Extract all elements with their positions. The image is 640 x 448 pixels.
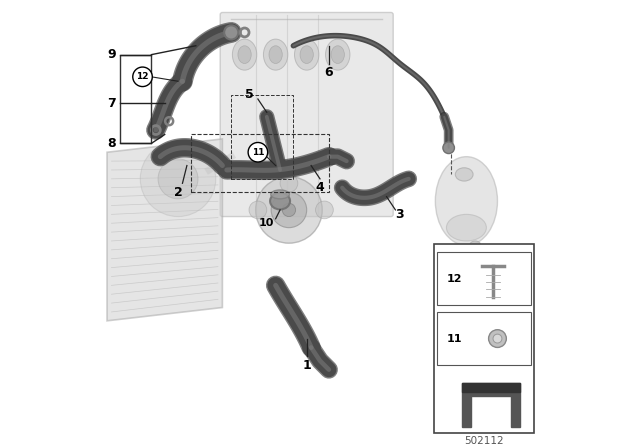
- FancyBboxPatch shape: [434, 244, 534, 433]
- Circle shape: [249, 201, 267, 219]
- Circle shape: [255, 177, 322, 243]
- Polygon shape: [462, 383, 520, 427]
- Ellipse shape: [264, 39, 288, 70]
- Text: 9: 9: [107, 48, 116, 61]
- Ellipse shape: [270, 193, 290, 210]
- Circle shape: [316, 201, 333, 219]
- Text: 3: 3: [396, 208, 404, 221]
- Ellipse shape: [271, 190, 289, 199]
- Circle shape: [280, 174, 298, 192]
- Text: 4: 4: [316, 181, 324, 194]
- Circle shape: [282, 203, 296, 216]
- Ellipse shape: [470, 241, 481, 250]
- Circle shape: [443, 142, 454, 154]
- Ellipse shape: [238, 46, 252, 64]
- FancyBboxPatch shape: [437, 252, 531, 306]
- Ellipse shape: [326, 39, 350, 70]
- Polygon shape: [107, 139, 222, 321]
- Ellipse shape: [232, 39, 257, 70]
- Text: 2: 2: [173, 185, 182, 198]
- Text: 12: 12: [136, 72, 148, 82]
- Circle shape: [224, 26, 238, 39]
- Text: 11: 11: [447, 334, 462, 344]
- Circle shape: [140, 141, 216, 216]
- Circle shape: [132, 67, 152, 86]
- FancyBboxPatch shape: [437, 312, 531, 365]
- FancyBboxPatch shape: [220, 13, 393, 216]
- Text: 5: 5: [244, 88, 253, 101]
- Text: 10: 10: [259, 218, 275, 228]
- Ellipse shape: [294, 39, 319, 70]
- Circle shape: [488, 330, 506, 348]
- Ellipse shape: [300, 46, 314, 64]
- Text: 7: 7: [107, 97, 116, 110]
- Circle shape: [493, 334, 502, 343]
- Text: 6: 6: [324, 66, 333, 79]
- Text: 11: 11: [252, 148, 264, 157]
- Text: 12: 12: [447, 274, 462, 284]
- Circle shape: [248, 142, 268, 162]
- Circle shape: [158, 159, 198, 199]
- Ellipse shape: [269, 46, 282, 64]
- Circle shape: [271, 192, 307, 228]
- Polygon shape: [462, 383, 520, 392]
- Ellipse shape: [447, 214, 486, 241]
- Ellipse shape: [435, 157, 497, 246]
- Ellipse shape: [455, 168, 473, 181]
- Ellipse shape: [331, 46, 344, 64]
- Text: 502112: 502112: [465, 435, 504, 446]
- Text: 8: 8: [107, 137, 116, 150]
- Circle shape: [274, 164, 286, 176]
- Text: 1: 1: [302, 359, 311, 372]
